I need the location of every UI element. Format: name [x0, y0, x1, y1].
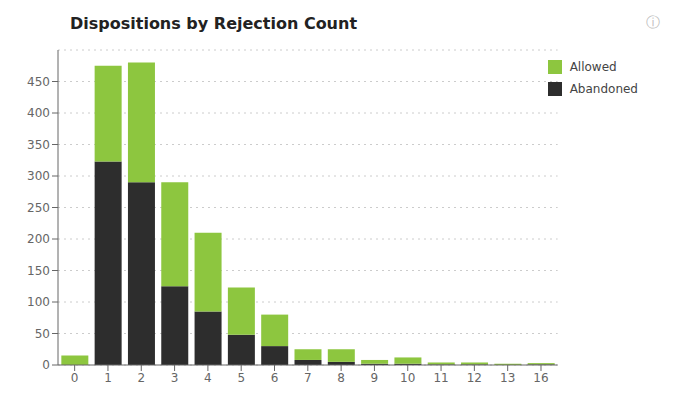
svg-text:150: 150 — [27, 264, 50, 278]
svg-text:50: 50 — [35, 327, 50, 341]
svg-text:12: 12 — [467, 371, 482, 385]
svg-text:2: 2 — [137, 371, 145, 385]
svg-text:0: 0 — [42, 358, 50, 372]
html-text:Dispositions by Rejection Coun: Dispositions by Rejection Count — [70, 14, 357, 33]
svg-text:16: 16 — [533, 371, 548, 385]
svg-text:3: 3 — [171, 371, 179, 385]
svg-text:8: 8 — [337, 371, 345, 385]
svg-text:300: 300 — [27, 169, 50, 183]
svg-text:400: 400 — [27, 106, 50, 120]
svg-text:250: 250 — [27, 201, 50, 215]
svg-text:10: 10 — [400, 371, 415, 385]
svg-text:6: 6 — [271, 371, 279, 385]
html-text:Abandoned: Abandoned — [569, 82, 638, 96]
svg-text:200: 200 — [27, 232, 50, 246]
svg-text:9: 9 — [371, 371, 379, 385]
svg-text:450: 450 — [27, 75, 50, 89]
svg-text:4: 4 — [204, 371, 212, 385]
svg-text:100: 100 — [27, 295, 50, 309]
svg-text:13: 13 — [500, 371, 515, 385]
svg-text:0: 0 — [71, 371, 79, 385]
svg-text:5: 5 — [237, 371, 245, 385]
svg-text:7: 7 — [304, 371, 312, 385]
svg-text:350: 350 — [27, 138, 50, 152]
html-text:Allowed: Allowed — [569, 60, 617, 74]
svg-text:11: 11 — [433, 371, 448, 385]
svg-text:1: 1 — [104, 371, 112, 385]
